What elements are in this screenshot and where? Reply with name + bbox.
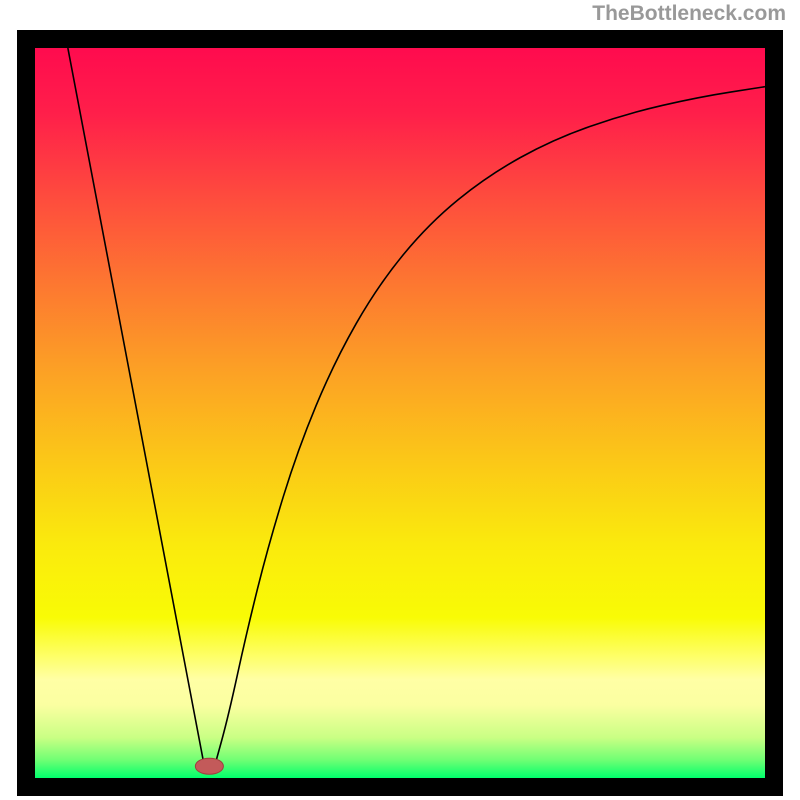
chart-frame [17,30,783,796]
chart-plot-area [35,48,765,778]
bottleneck-curve [35,48,765,778]
watermark-text: TheBottleneck.com [592,2,786,26]
optimal-point-marker [195,758,223,775]
